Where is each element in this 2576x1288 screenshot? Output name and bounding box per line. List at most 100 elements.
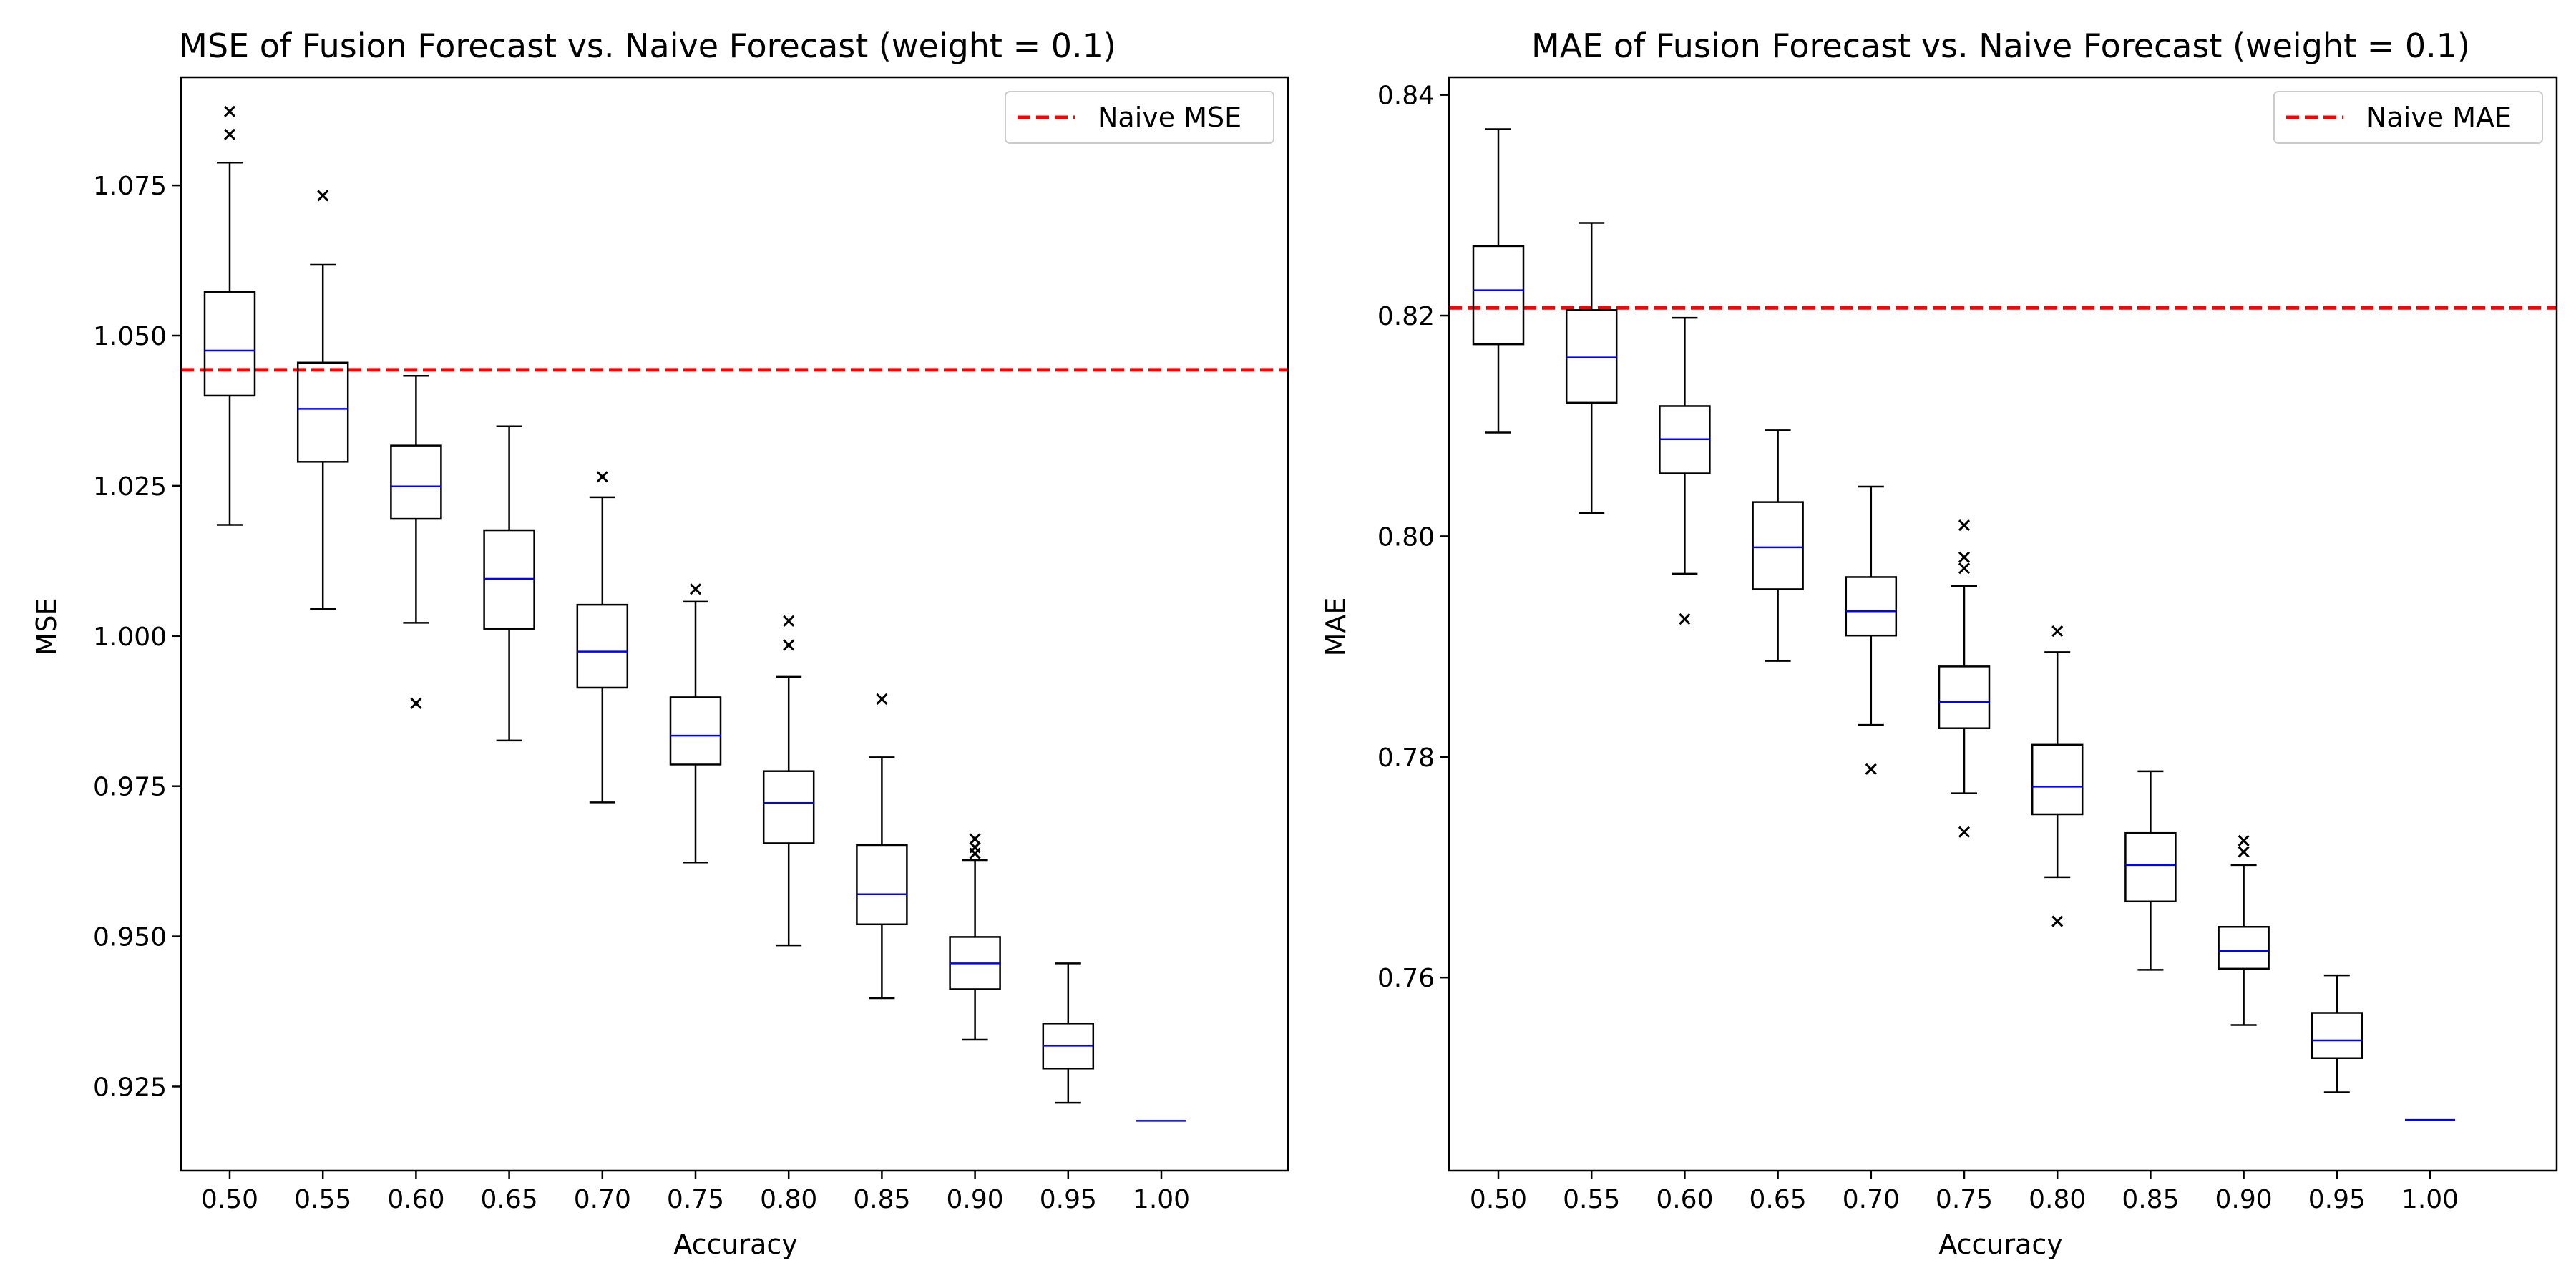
mse-legend-label: Naive MSE: [1098, 102, 1241, 133]
mae-xtick-label: 0.55: [1563, 1185, 1620, 1214]
mse-box-1.00: 1.00: [1133, 1120, 1190, 1214]
mse-box-0.75: 0.75: [667, 583, 724, 1214]
mae-box-iqr: [1938, 665, 1991, 729]
mae-flier: [1958, 551, 1971, 563]
mae-xtick-label: 0.75: [1936, 1185, 1993, 1214]
mae-box-0.60: 0.60: [1656, 316, 1713, 1214]
mse-legend: Naive MSE: [1005, 91, 1274, 144]
mae-chart-title: MAE of Fusion Forecast vs. Naive Forecas…: [1531, 26, 2470, 65]
mse-flier: [223, 128, 236, 140]
mae-flier: [2051, 915, 2064, 927]
mse-flier: [783, 615, 795, 627]
mse-box-0.50: 0.50: [201, 105, 258, 1214]
mse-box-0.90: 0.90: [947, 833, 1004, 1214]
mse-xtick-label: 0.50: [201, 1185, 258, 1214]
mae-flier: [1958, 562, 1971, 575]
mse-box-iqr: [390, 444, 442, 520]
mse-flier: [969, 841, 981, 854]
mae-plot-layer: 0.76 0.78 0.80 0.82 0.84 0.50 0.55 0.60 0.65 0.70…: [1377, 82, 2557, 1214]
mse-xtick-label: 0.85: [853, 1185, 910, 1214]
mae-box-0.85: 0.85: [2122, 770, 2179, 1214]
mae-box-0.65: 0.65: [1750, 429, 1807, 1214]
mse-box-iqr: [856, 844, 908, 926]
mae-box-0.80: 0.80: [2029, 625, 2086, 1214]
mae-chart: MAE of Fusion Forecast vs. Naive Forecas…: [1320, 26, 2558, 1260]
mse-box-0.85: 0.85: [853, 693, 910, 1214]
mae-chart-xlabel: Accuracy: [1938, 1229, 2063, 1260]
mae-xtick-label: 0.65: [1750, 1185, 1807, 1214]
mse-xtick-label: 0.90: [947, 1185, 1004, 1214]
mse-box-0.70: 0.70: [574, 471, 631, 1214]
mae-xtick-label: 0.50: [1470, 1185, 1527, 1214]
mae-box-0.95: 0.95: [2308, 974, 2366, 1214]
mse-xtick-label: 0.80: [760, 1185, 817, 1214]
mae-plot-frame: [1448, 76, 2558, 1172]
mse-xtick-label: 0.65: [481, 1185, 538, 1214]
mae-xtick-label: 0.60: [1656, 1185, 1713, 1214]
mse-xtick-label: 1.00: [1133, 1185, 1190, 1214]
mse-xtick-label: 0.95: [1040, 1185, 1097, 1214]
mae-flier: [1679, 613, 1691, 625]
mse-chart-title: MSE of Fusion Forecast vs. Naive Forecas…: [179, 26, 1116, 65]
mse-flier: [596, 471, 608, 483]
mae-flier: [2238, 846, 2250, 858]
mse-xtick-label: 0.70: [574, 1185, 631, 1214]
mae-box-1.00: 1.00: [2401, 1118, 2459, 1214]
mae-ytick-label: 0.82: [1377, 302, 1435, 331]
mse-plot-layer: 0.925 0.950 0.975 1.000 1.025 1.050 1.075 0.50 0…: [93, 105, 1288, 1214]
mae-flier: [1865, 763, 1877, 775]
mse-box-0.60: 0.60: [387, 375, 444, 1214]
mse-chart-ylabel: MSE: [31, 598, 62, 656]
mae-box-iqr: [2124, 831, 2177, 903]
mae-legend: Naive MAE: [2273, 91, 2543, 144]
mae-xtick-label: 0.95: [2308, 1185, 2366, 1214]
mse-chart: MSE of Fusion Forecast vs. Naive Forecas…: [31, 26, 1289, 1260]
mae-legend-box: [2273, 91, 2543, 144]
mse-flier: [410, 697, 422, 709]
mse-flier: [969, 833, 981, 845]
mse-ytick-label: 0.925: [93, 1073, 167, 1102]
mae-xtick-label: 1.00: [2401, 1185, 2459, 1214]
mae-box-iqr: [1565, 309, 1618, 404]
mse-box-iqr: [762, 770, 815, 844]
mae-box-iqr: [2031, 743, 2084, 816]
mse-box-0.65: 0.65: [481, 425, 538, 1214]
mae-flier: [2238, 834, 2250, 847]
mae-xtick-label: 0.80: [2029, 1185, 2086, 1214]
mae-flier: [1958, 826, 1971, 838]
mse-ytick-label: 0.975: [93, 773, 167, 802]
mse-flier: [317, 190, 329, 202]
mae-flier: [2051, 625, 2064, 638]
mse-box-iqr: [203, 291, 256, 397]
mae-chart-ylabel: MAE: [1320, 597, 1352, 657]
mse-flier: [783, 639, 795, 651]
mae-box-0.55: 0.55: [1563, 222, 1620, 1214]
mse-box-0.80: 0.80: [760, 615, 817, 1214]
mse-flier: [223, 105, 236, 117]
mae-box-iqr: [1752, 501, 1804, 590]
mae-xtick-label: 0.70: [1843, 1185, 1900, 1214]
mse-xtick-label: 0.75: [667, 1185, 724, 1214]
mse-ytick-label: 1.000: [93, 623, 167, 652]
mae-box-iqr: [1472, 245, 1525, 346]
mae-box-0.70: 0.70: [1843, 485, 1900, 1214]
mse-flier: [876, 693, 888, 706]
mse-box-iqr: [576, 603, 629, 689]
mse-chart-xlabel: Accuracy: [673, 1229, 798, 1260]
mse-ytick-label: 1.075: [93, 172, 167, 201]
mse-ytick-label: 1.050: [93, 322, 167, 351]
mae-box-iqr: [2311, 1012, 2363, 1059]
mae-ytick-label: 0.80: [1377, 522, 1435, 552]
mae-box-0.50: 0.50: [1470, 128, 1527, 1214]
mse-xtick-label: 0.55: [294, 1185, 351, 1214]
mse-box-iqr: [669, 696, 722, 766]
mse-box-0.55: 0.55: [294, 190, 351, 1214]
mse-legend-box: [1005, 91, 1274, 144]
mae-box-iqr: [1845, 576, 1898, 637]
mae-legend-label: Naive MAE: [2366, 102, 2512, 133]
mae-box-iqr: [2218, 925, 2270, 970]
mae-flier: [1958, 519, 1971, 532]
mae-box-0.75: 0.75: [1936, 519, 1993, 1214]
mae-ytick-label: 0.76: [1377, 964, 1435, 993]
